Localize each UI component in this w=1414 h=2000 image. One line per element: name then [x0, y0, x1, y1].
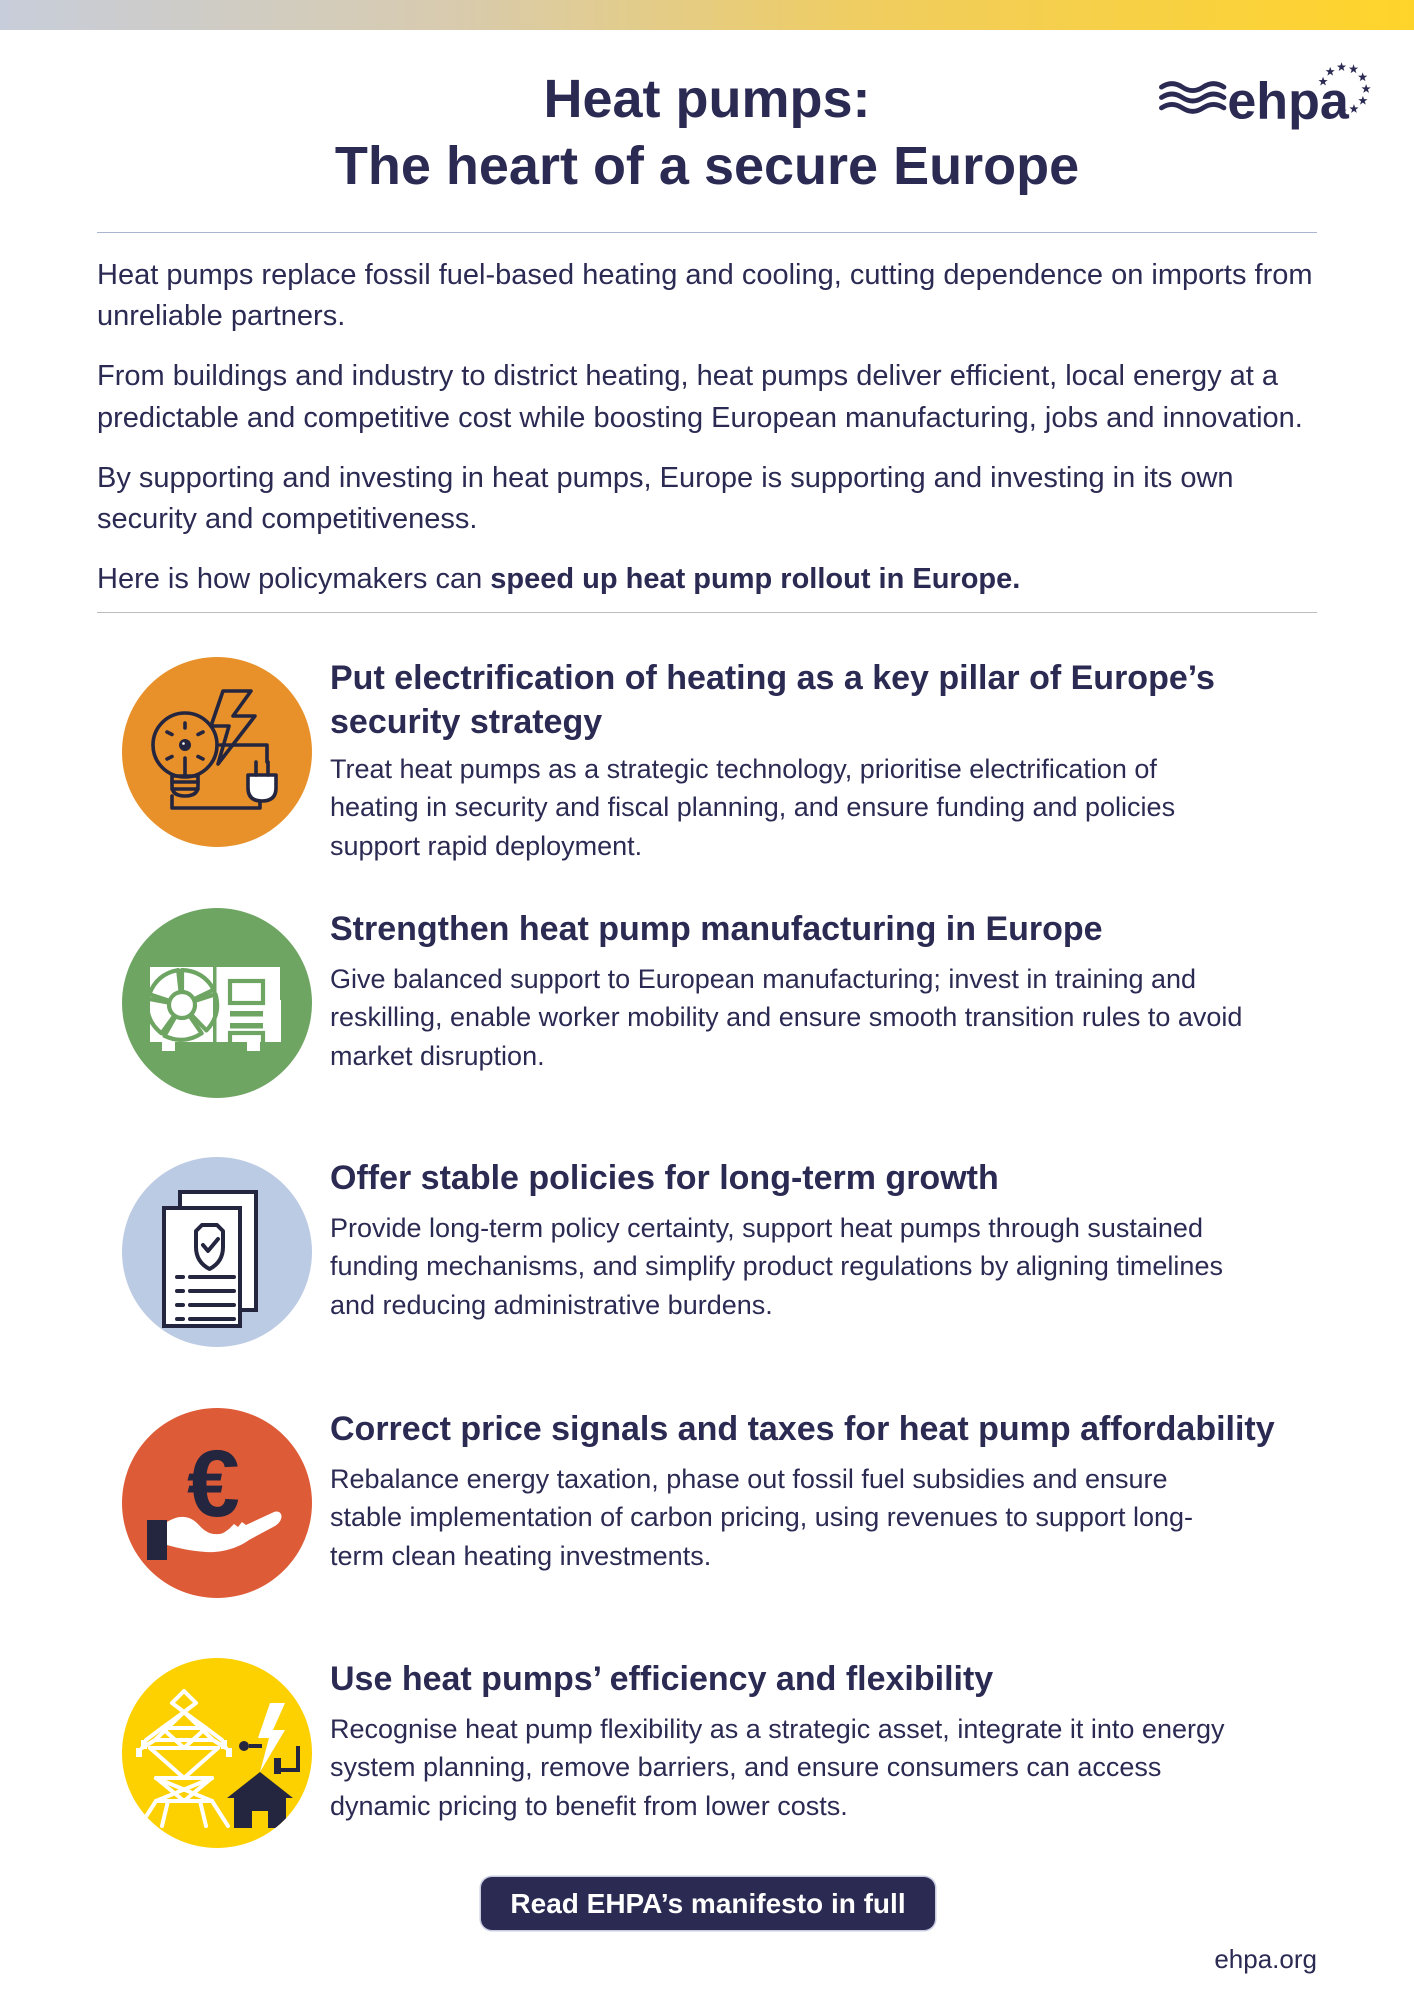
svg-text:€: €: [187, 1431, 240, 1537]
